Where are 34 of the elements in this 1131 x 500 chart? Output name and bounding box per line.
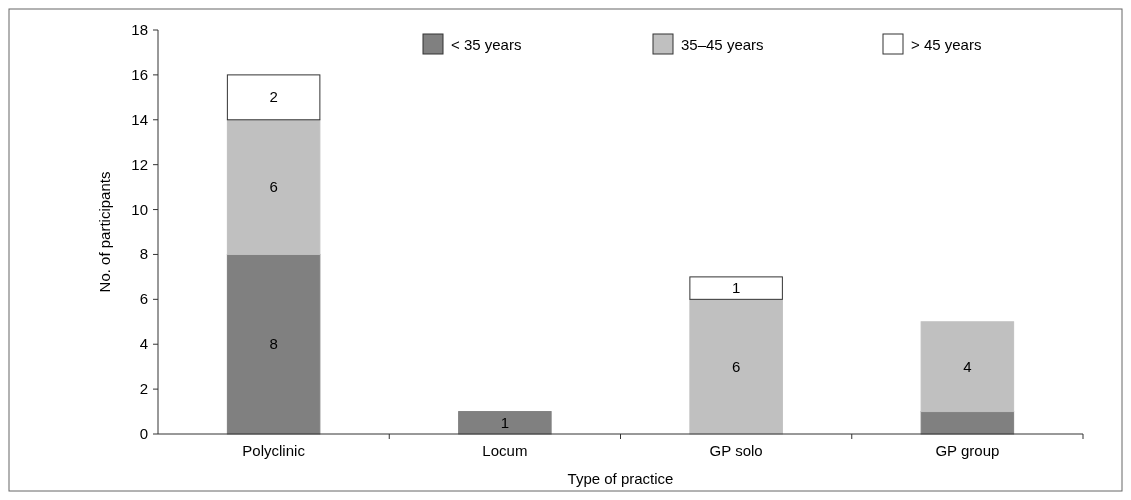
- data-label: 4: [963, 357, 972, 375]
- x-axis-title: Type of practice: [567, 470, 674, 487]
- y-tick-label: 2: [139, 380, 148, 398]
- y-tick-label: 12: [131, 155, 148, 173]
- y-tick-label: 4: [139, 335, 148, 353]
- bar: [226, 119, 321, 255]
- legend-label: 35–45 years: [681, 36, 764, 53]
- data-label: 2: [269, 88, 278, 106]
- y-tick-label: 18: [131, 21, 148, 38]
- bar: [458, 411, 552, 435]
- data-label: 8: [269, 335, 278, 353]
- legend-label: < 35 years: [451, 36, 522, 53]
- bar: [226, 74, 321, 121]
- bar: [226, 253, 321, 435]
- data-label: 1: [500, 413, 510, 431]
- y-tick-label: 10: [131, 200, 148, 218]
- legend-label: > 45 years: [911, 36, 982, 53]
- bar: [689, 276, 783, 300]
- bar: [689, 298, 783, 435]
- y-tick-label: 14: [131, 110, 148, 128]
- data-label: 6: [269, 178, 278, 196]
- y-tick-label: 16: [131, 65, 148, 83]
- x-tick-label: GP group: [935, 442, 1000, 459]
- y-tick-label: 6: [139, 290, 148, 308]
- data-label: 6: [731, 357, 741, 375]
- bar: [920, 411, 1015, 435]
- x-tick-label: Polyclinic: [242, 442, 306, 459]
- data-label: 1: [731, 279, 741, 297]
- bar: [920, 321, 1015, 413]
- x-tick-label: Locum: [482, 442, 528, 459]
- x-tick-label: GP solo: [709, 442, 763, 459]
- y-tick-label: 0: [139, 425, 148, 442]
- y-axis-title: No. of participants: [96, 171, 113, 293]
- y-tick-label: 8: [139, 245, 148, 263]
